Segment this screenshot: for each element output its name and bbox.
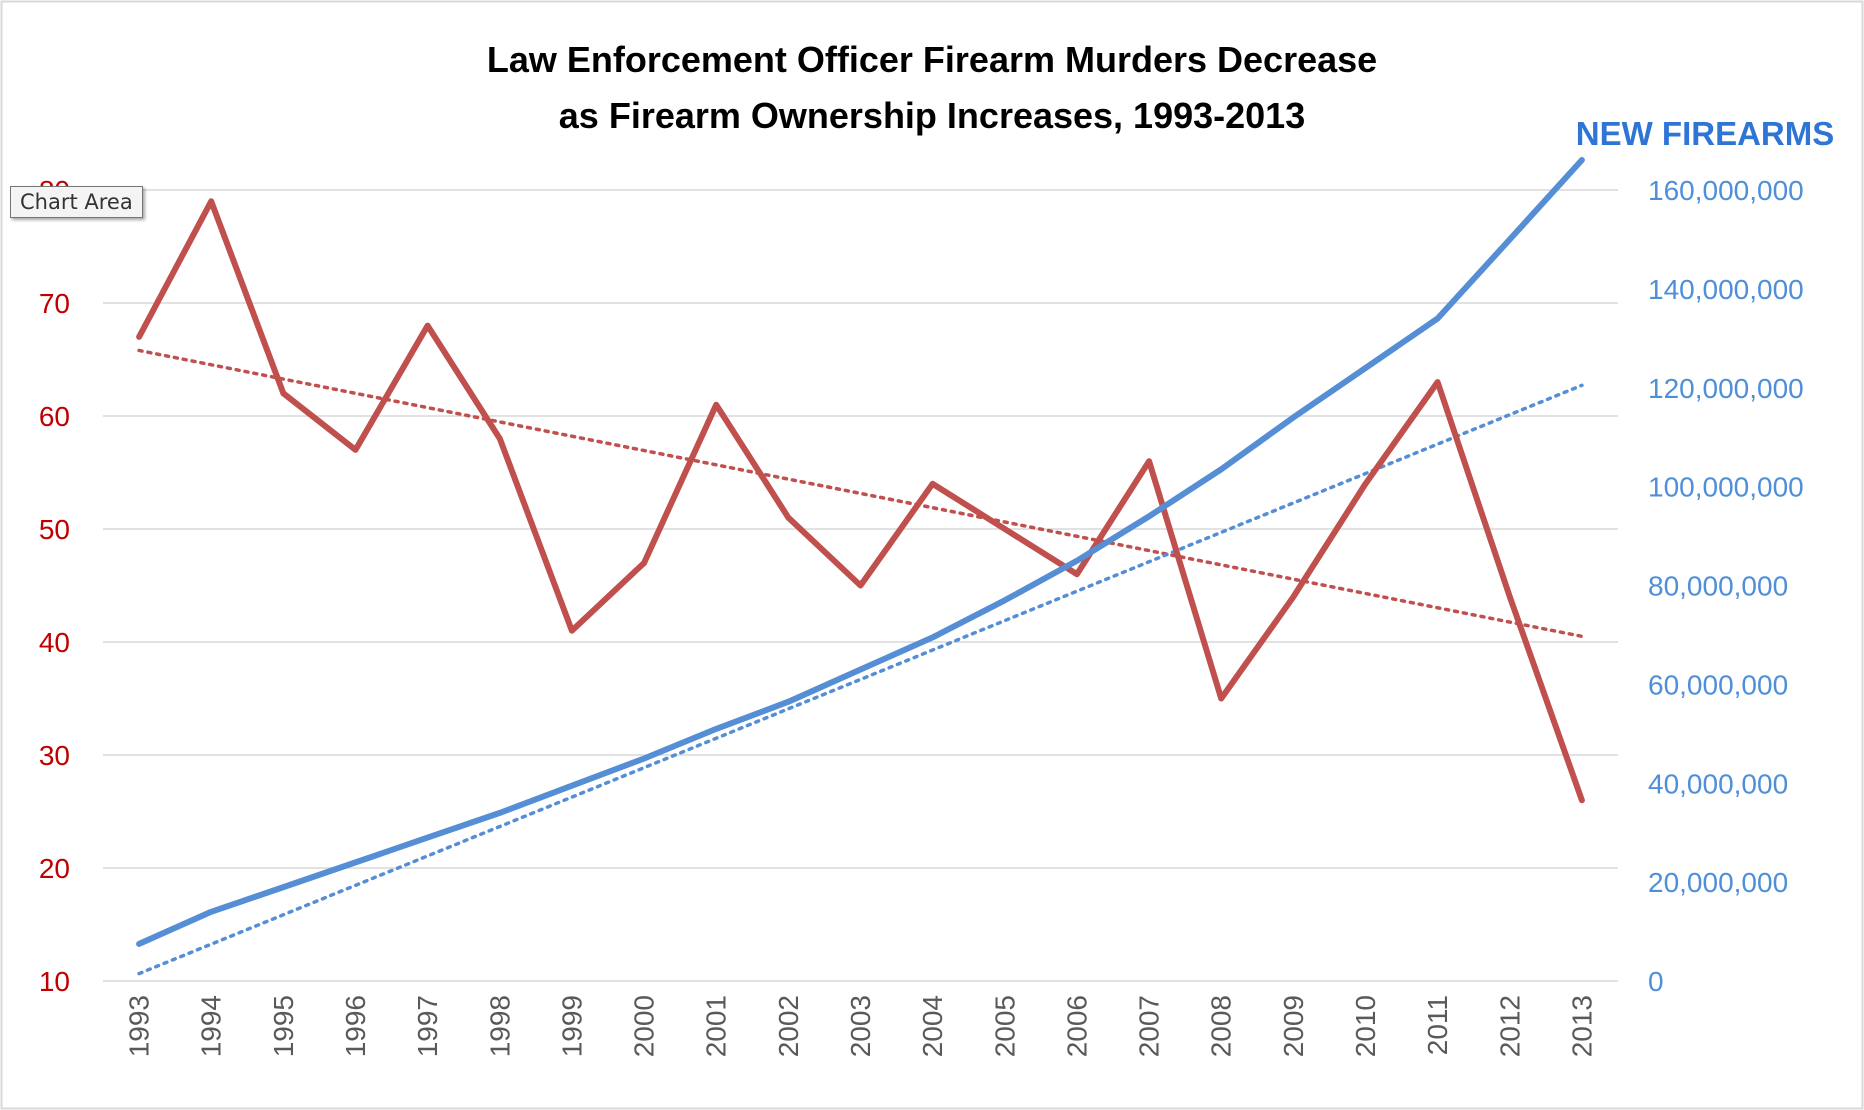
left-series-point <box>1220 698 1222 699</box>
chart-subtitle: as Firearm Ownership Increases, 1993-201… <box>559 95 1305 136</box>
right-series-point <box>499 812 501 814</box>
right-series-point <box>1076 560 1078 562</box>
right-axis-tick-label: 0 <box>1648 966 1664 997</box>
left-trendline <box>137 348 1584 639</box>
right-series-point <box>571 785 573 787</box>
right-axis-tick-label: 100,000,000 <box>1648 472 1804 503</box>
right-series-point <box>715 728 717 730</box>
right-series-point <box>210 911 212 913</box>
x-axis-tick-label: 2002 <box>773 995 804 1057</box>
x-axis-tick-label: 2005 <box>989 995 1020 1057</box>
right-series-point <box>1365 367 1366 369</box>
left-series-point <box>643 562 645 564</box>
left-series-point <box>932 483 934 485</box>
right-axis-tick-label: 80,000,000 <box>1648 571 1788 602</box>
right-series-point <box>1148 515 1150 517</box>
left-series-point <box>355 449 356 451</box>
right-series-point <box>1220 468 1222 470</box>
x-axis-tick-label: 2009 <box>1278 995 1309 1057</box>
right-axis-tick-label: 40,000,000 <box>1648 768 1788 799</box>
right-series-point <box>427 837 429 839</box>
x-axis-tick-label: 1998 <box>484 995 515 1057</box>
left-axis-tick-label: 20 <box>39 853 70 884</box>
left-series-point <box>282 392 284 394</box>
x-axis-tick-label: 1995 <box>268 995 299 1057</box>
left-series-point <box>715 404 717 406</box>
left-axis-tick-label: 60 <box>39 401 70 432</box>
left-series-point <box>1437 381 1439 383</box>
left-axis-tick-label: 10 <box>39 966 70 997</box>
x-axis-tick-label: 1999 <box>556 995 587 1057</box>
right-axis-title: NEW FIREARMS <box>1576 115 1835 152</box>
right-series-point <box>787 701 789 703</box>
x-axis-tick-label: 1997 <box>412 995 443 1057</box>
right-series-point <box>643 758 645 760</box>
right-series-point <box>860 669 861 671</box>
x-axis-tick-label: 2008 <box>1206 995 1237 1057</box>
right-series-point <box>138 943 140 945</box>
right-axis-ticks: 0 20,000,000 40,000,000 60,000,000 80,000,00… <box>1648 175 1804 997</box>
left-series-point <box>499 438 501 440</box>
right-series-point <box>1437 318 1439 320</box>
x-axis-tick-label: 2004 <box>917 995 948 1057</box>
right-series-point <box>1509 238 1511 240</box>
x-axis-tick-label: 1996 <box>340 995 371 1057</box>
left-series-point <box>860 585 861 586</box>
gridlines <box>103 189 1618 982</box>
x-axis-tick-label: 2007 <box>1134 995 1165 1057</box>
left-series-point <box>210 200 212 202</box>
right-series-point <box>282 886 284 888</box>
left-series-point <box>427 325 429 327</box>
left-axis-tick-label: 40 <box>39 627 70 658</box>
left-series-point <box>1509 596 1511 598</box>
left-series-point <box>1365 483 1366 485</box>
left-series-point <box>138 336 140 338</box>
x-axis-tick-label: 2001 <box>701 995 732 1057</box>
x-axis-tick-label: 2013 <box>1566 995 1597 1057</box>
left-series-point <box>1292 596 1294 598</box>
right-trendline <box>137 383 1584 976</box>
left-series-point <box>1004 528 1006 530</box>
right-series-point <box>1292 416 1294 418</box>
trendlines <box>137 348 1584 976</box>
x-axis-tick-label: 1993 <box>124 995 155 1057</box>
left-series-point <box>1076 573 1078 575</box>
x-axis-tick-label: 2012 <box>1494 995 1525 1057</box>
right-axis-tick-label: 160,000,000 <box>1648 175 1804 206</box>
x-axis-tick-label: 2011 <box>1422 995 1453 1055</box>
left-axis-tick-label: 50 <box>39 514 70 545</box>
x-axis-tick-label: 1994 <box>196 995 227 1057</box>
x-axis-tick-label: 2003 <box>845 995 876 1057</box>
right-series-point <box>1581 159 1583 161</box>
chart-area-tooltip: Chart Area <box>10 186 143 218</box>
x-axis-tick-label: 2000 <box>629 995 660 1057</box>
right-series-point <box>355 861 356 863</box>
left-axis-tick-label: 30 <box>39 740 70 771</box>
x-axis-tick-label: 2006 <box>1061 995 1092 1057</box>
left-series-point <box>787 517 789 519</box>
left-axis-tick-label: 70 <box>39 288 70 319</box>
right-series-point <box>1004 599 1006 601</box>
right-series-point <box>932 636 934 638</box>
series-lines <box>136 157 1585 947</box>
right-axis-tick-label: 60,000,000 <box>1648 669 1788 700</box>
left-series-point <box>1581 799 1583 801</box>
x-axis-ticks: 1993 1994 1995 1996 1997 1998 1999 2000 2001 2002… <box>124 995 1598 1057</box>
right-axis-tick-label: 140,000,000 <box>1648 274 1804 305</box>
left-series-point <box>571 630 573 632</box>
left-series-point <box>1148 460 1150 462</box>
x-axis-tick-label: 2010 <box>1350 995 1381 1057</box>
right-axis-tick-label: 120,000,000 <box>1648 373 1804 404</box>
right-axis-tick-label: 20,000,000 <box>1648 867 1788 898</box>
chart-title: Law Enforcement Officer Firearm Murders … <box>487 39 1377 80</box>
